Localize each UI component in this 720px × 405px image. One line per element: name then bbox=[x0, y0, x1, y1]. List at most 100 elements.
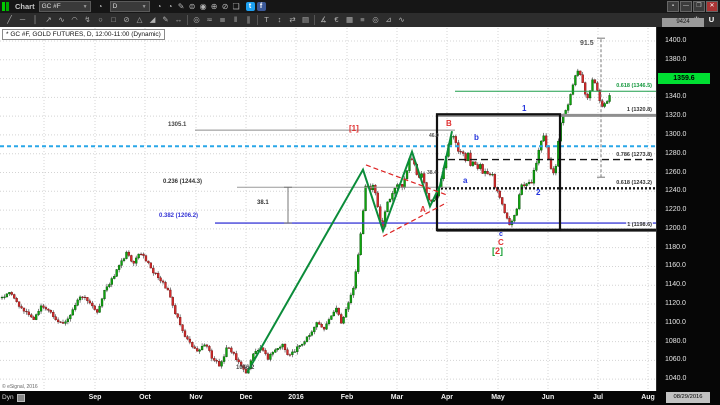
elliott-wave-zigzag[interactable] bbox=[246, 130, 453, 374]
vertical-arrow-tool[interactable]: ↕ bbox=[277, 15, 282, 24]
month-tick-label: Sep bbox=[88, 394, 102, 401]
toolbar-divider bbox=[257, 15, 258, 25]
interval-combo[interactable]: D ▼ bbox=[109, 1, 150, 12]
trend-line-tool[interactable]: ╱ bbox=[7, 15, 12, 24]
esignal-watermark: © eSignal, 2016 bbox=[2, 384, 38, 390]
price-tick-label: 1080.0 bbox=[665, 337, 687, 345]
fib-time-tool[interactable]: ≣ bbox=[219, 15, 226, 24]
chart-app-icon bbox=[2, 2, 11, 11]
no-overlay-icon[interactable]: ⊘ bbox=[221, 2, 229, 11]
wedge-trendlines[interactable] bbox=[365, 164, 448, 237]
price-tick-label: 1060.0 bbox=[665, 356, 687, 364]
horizontal-line-tool[interactable]: ─ bbox=[19, 15, 26, 24]
measure-tool[interactable]: ↔ bbox=[174, 15, 183, 24]
drawing-tools: ╱ ─ │ ↗ ∿ ◠ ↯ ○ □ ⊘ △ ◢ ✎ ↔ ◎ ≂ ≣ ‖ ∥ T ↕ ⇄ ▤ ∡ € ▦ ≡ ◎ ⊿ ∿ bbox=[3, 14, 408, 26]
fib-circles-tool[interactable]: ◎ bbox=[193, 15, 200, 24]
interval-combo-value: D bbox=[112, 3, 118, 10]
symbol-lookup-icon[interactable]: ◔ bbox=[156, 2, 162, 11]
price-tick-label: 1400.0 bbox=[665, 37, 687, 44]
chevron-down-icon: ▼ bbox=[82, 3, 88, 10]
wedge-tool[interactable]: ◢ bbox=[149, 15, 156, 24]
toolbar1-icons: ◔ ◔ ✎ ⊜ ◉ ⊕ ⊘ ❑ bbox=[154, 2, 242, 11]
pattern-tool[interactable]: ▦ bbox=[345, 15, 354, 24]
twitter-icon[interactable]: t bbox=[245, 2, 255, 11]
cursor-date-box: 08/29/2016 bbox=[666, 392, 710, 403]
chart-header-label: * GC #F, GOLD FUTURES, D, 12:00-11:00 (D… bbox=[2, 29, 165, 40]
month-tick-label: Dec bbox=[239, 394, 253, 401]
polyline-tool[interactable]: ∿ bbox=[58, 15, 65, 24]
restore-button[interactable]: ❐ bbox=[693, 1, 705, 12]
pitchfork-tool[interactable]: ‖ bbox=[233, 15, 238, 24]
study-icon[interactable]: ⊜ bbox=[188, 2, 196, 11]
draw-pencil-icon[interactable]: ✎ bbox=[177, 2, 185, 11]
price-axis[interactable]: 1359.6 1400.0 1380.0 1340.0 1320.0 1300.0 128… bbox=[656, 27, 720, 391]
zigzag-tool[interactable]: ↯ bbox=[84, 15, 91, 24]
alerts-icon[interactable]: ◉ bbox=[199, 2, 207, 11]
date-axis[interactable]: Dyn 08/29/2016 Sep Oct Nov Dec 2016 Feb Mar Apr… bbox=[0, 391, 720, 405]
month-tick-label: Mar bbox=[390, 394, 404, 401]
text-tool[interactable]: T bbox=[264, 15, 269, 24]
symbol-combo[interactable]: GC #F ▼ bbox=[38, 1, 91, 12]
currency-tool[interactable]: € bbox=[334, 15, 339, 24]
price-tick-label: 1140.0 bbox=[665, 281, 686, 289]
month-tick-label: Oct bbox=[139, 394, 151, 401]
price-tick-label: 1200.0 bbox=[665, 224, 687, 232]
new-window-icon[interactable]: ❑ bbox=[232, 2, 240, 11]
drawing-toolbar: ╱─│↗∿◠↯○□⊘△◢✎↔◎≂≣‖∥T↕⇄▤∡€▦≡◎⊿∿ ✱U bbox=[0, 13, 720, 27]
arc-tool[interactable]: ◠ bbox=[71, 15, 78, 24]
undo-button[interactable]: U bbox=[708, 15, 715, 24]
channel-tool[interactable]: ∥ bbox=[246, 15, 251, 24]
triangle-tool[interactable]: △ bbox=[136, 15, 143, 24]
toolbar-divider bbox=[314, 15, 315, 25]
horizontal-arrow-tool[interactable]: ⇄ bbox=[289, 15, 296, 24]
vertical-line-tool[interactable]: │ bbox=[33, 15, 38, 24]
symbol-lookup-icon[interactable]: ◔ bbox=[97, 2, 103, 11]
calendar-icon[interactable] bbox=[17, 394, 25, 402]
circle-cross-tool[interactable]: ⊘ bbox=[123, 15, 130, 24]
facebook-icon[interactable]: f bbox=[256, 2, 266, 11]
fib-retracement-tool[interactable]: ≂ bbox=[206, 15, 213, 24]
month-tick-label: Jun bbox=[541, 394, 555, 401]
chevron-down-icon: ▼ bbox=[141, 3, 147, 10]
price-tick-label: 1040.0 bbox=[665, 375, 687, 383]
axis-top-value-box: 9424 bbox=[662, 18, 704, 27]
price-tick-label: 1160.0 bbox=[665, 262, 686, 270]
toolbar-divider bbox=[187, 15, 188, 25]
target-tool[interactable]: ◎ bbox=[372, 15, 379, 24]
month-tick-label: Jul bbox=[592, 394, 604, 401]
window-buttons: ▪ — ❐ ✕ bbox=[667, 1, 718, 12]
month-tick-label: Apr bbox=[440, 394, 454, 401]
measurement-lines[interactable] bbox=[284, 37, 605, 224]
price-tick-label: 1100.0 bbox=[665, 318, 686, 326]
grid-tool[interactable]: ▤ bbox=[301, 15, 310, 24]
time-interval-icon[interactable]: ◔ bbox=[167, 2, 173, 11]
price-tick-label: 1260.0 bbox=[665, 168, 687, 176]
minimize-button[interactable]: — bbox=[680, 1, 692, 12]
grid-lines bbox=[0, 28, 656, 390]
last-price-box: 1359.6 bbox=[658, 73, 710, 85]
price-tick-label: 1120.0 bbox=[665, 300, 686, 307]
ray-line-tool[interactable]: ↗ bbox=[45, 15, 52, 24]
levels-tool[interactable]: ≡ bbox=[360, 15, 365, 24]
angle-tool[interactable]: ∡ bbox=[320, 15, 327, 24]
close-button[interactable]: ✕ bbox=[706, 1, 718, 12]
ellipse-tool[interactable]: ○ bbox=[98, 15, 103, 24]
freehand-tool[interactable]: ✎ bbox=[162, 15, 169, 24]
flag-tool[interactable]: ⊿ bbox=[385, 15, 392, 24]
month-tick-label: Feb bbox=[340, 394, 354, 401]
price-tick-label: 1240.0 bbox=[665, 187, 687, 195]
price-tick-label: 1320.0 bbox=[665, 112, 687, 120]
price-tick-label: 1180.0 bbox=[665, 243, 686, 251]
pin-button[interactable]: ▪ bbox=[667, 1, 679, 12]
consolidation-box[interactable] bbox=[435, 113, 562, 232]
month-tick-label: 2016 bbox=[288, 394, 304, 401]
chart-plot-area[interactable] bbox=[0, 27, 656, 391]
rectangle-tool[interactable]: □ bbox=[111, 15, 116, 24]
refresh-icon[interactable]: ⊕ bbox=[210, 2, 218, 11]
symbol-combo-value: GC #F bbox=[41, 3, 61, 10]
price-tick-label: 1380.0 bbox=[665, 55, 687, 63]
wave-tool[interactable]: ∿ bbox=[398, 15, 405, 24]
